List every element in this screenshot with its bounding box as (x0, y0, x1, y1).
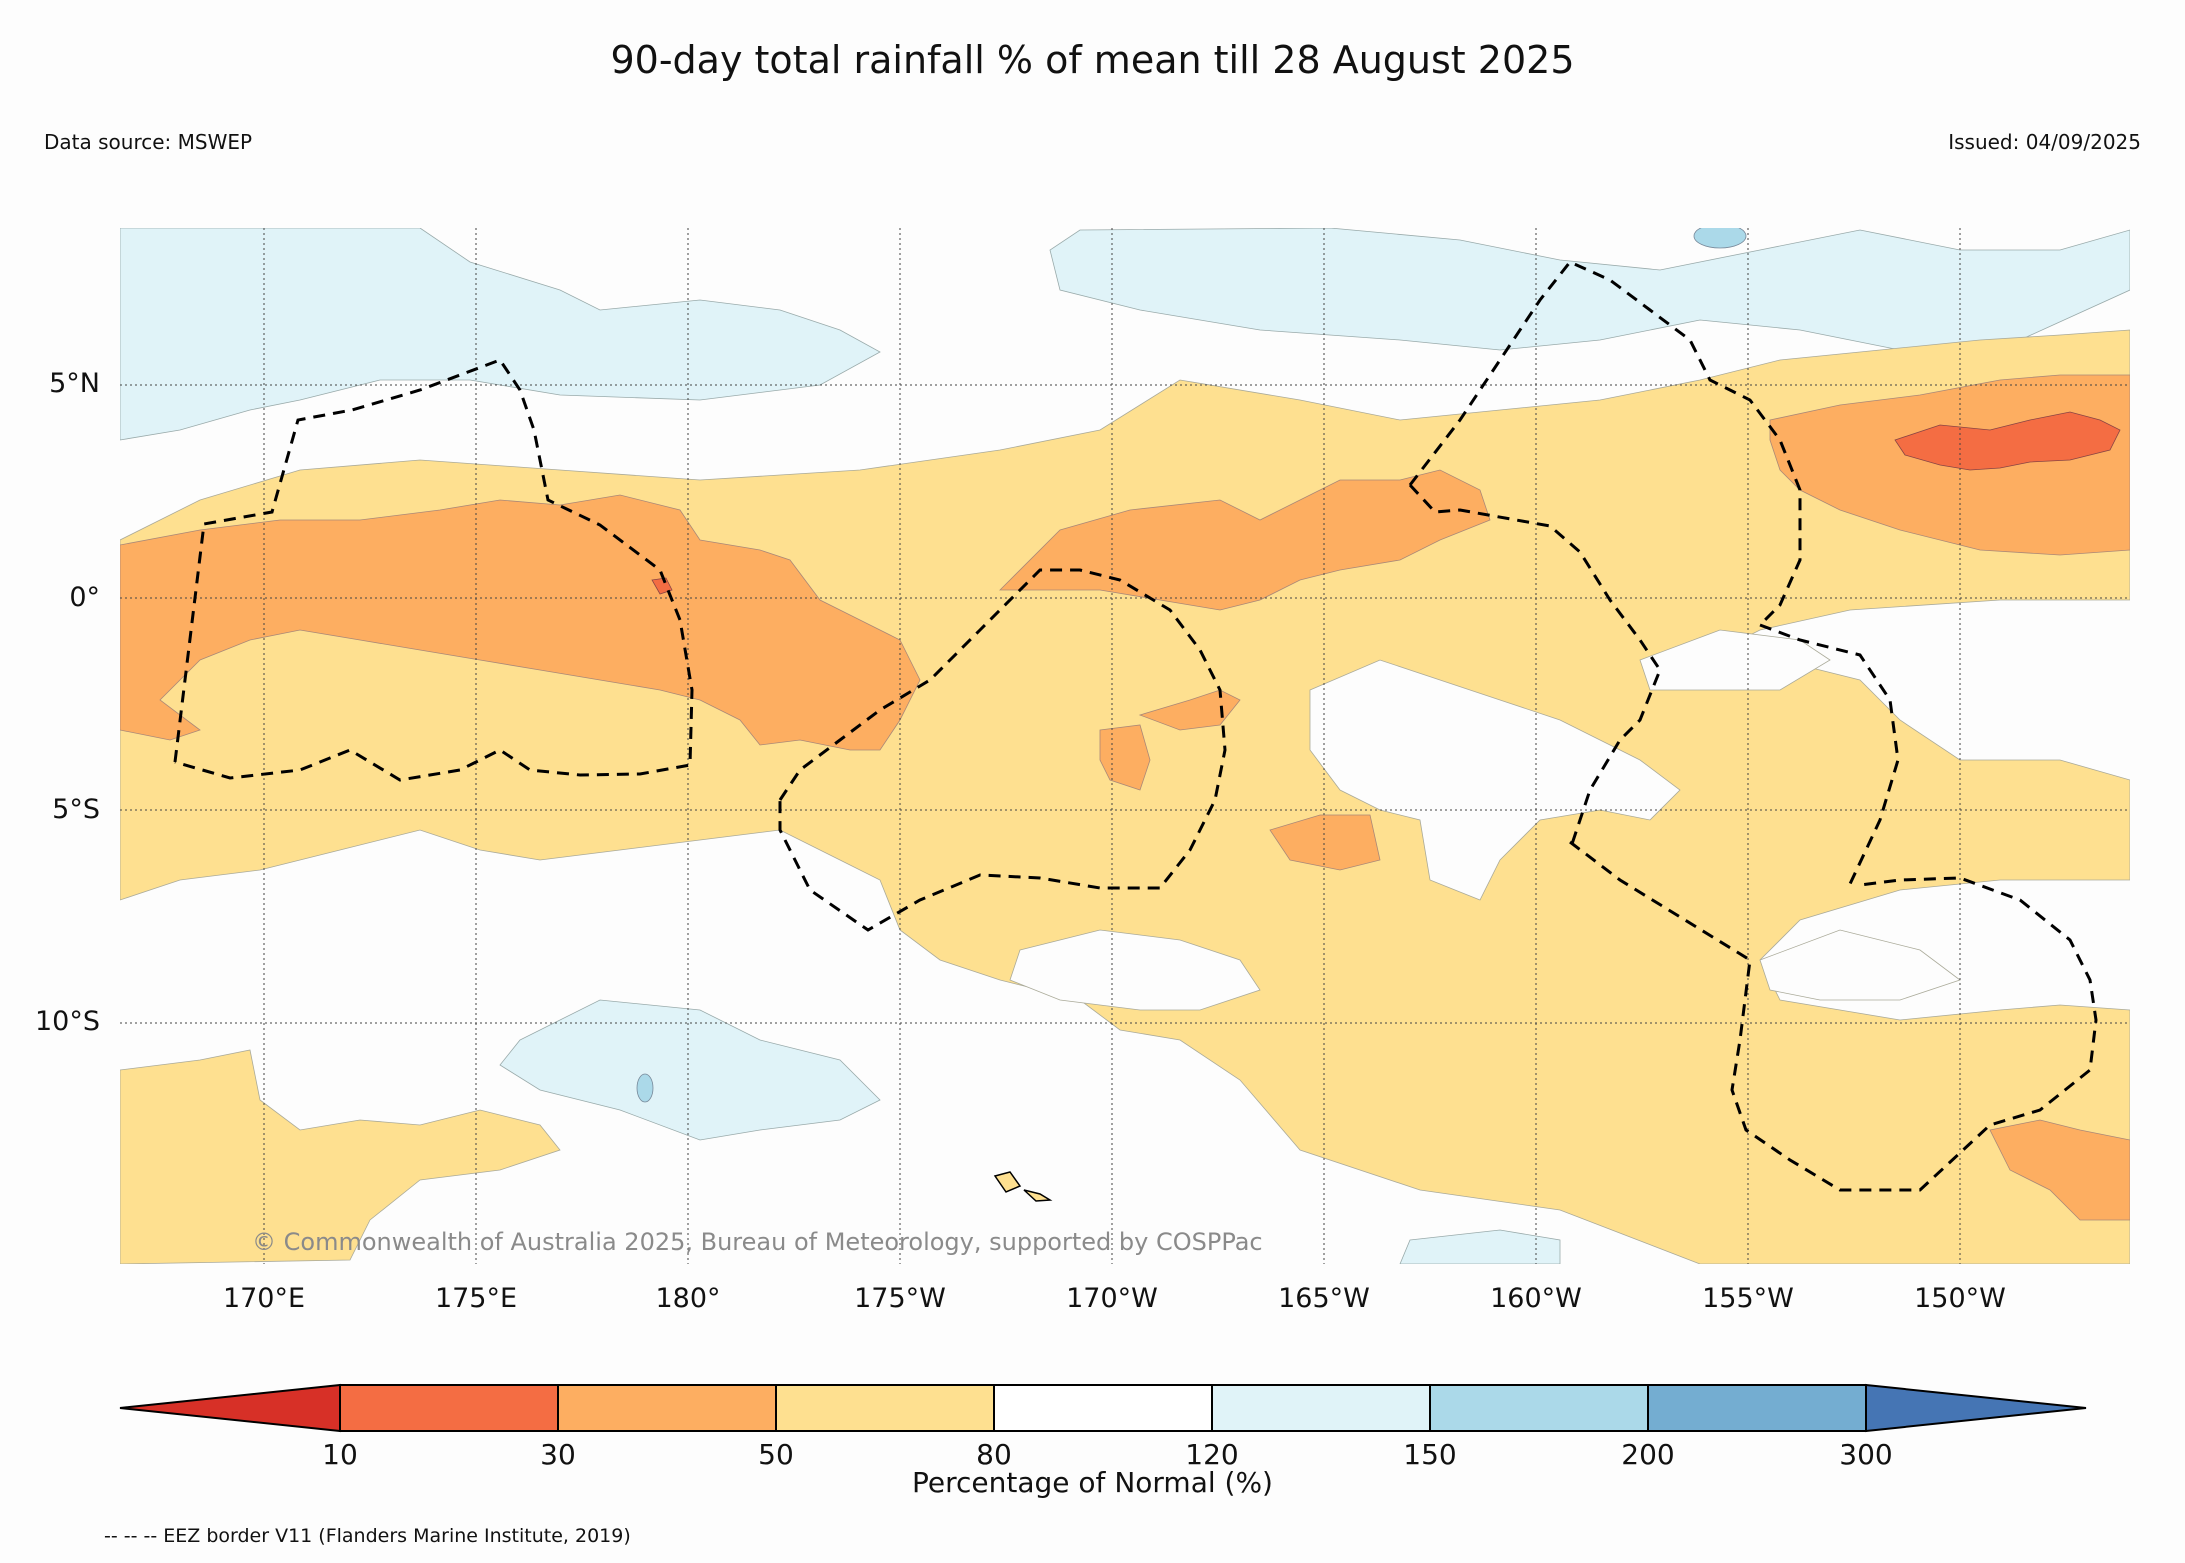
lon-label-150w: 150°W (1914, 1283, 2006, 1314)
eez-phoenix (778, 568, 1227, 932)
lon-label-165w: 165°W (1278, 1283, 1370, 1314)
dry-orange-spot-3 (1269, 814, 1381, 871)
colorbar-seg-30-50 (557, 1384, 777, 1432)
colorbar-high-extend (1865, 1383, 2087, 1433)
colorbar-tick-10: 10 (322, 1438, 358, 1471)
wet-spot-south (636, 1073, 654, 1103)
colorbar-label: Percentage of Normal (%) (912, 1466, 1273, 1499)
eez-line-islands-2 (1408, 483, 1662, 851)
dry-orange-central (999, 469, 1491, 611)
lon-label-175e: 175°E (434, 1283, 518, 1314)
wet-spot-north (1693, 228, 1747, 249)
very-dry-spot (651, 577, 673, 595)
wet-region-bottom (1399, 1229, 1561, 1264)
lon-label-175w: 175°W (854, 1283, 946, 1314)
colorbar-seg-120-150 (1211, 1384, 1431, 1432)
lat-label-5n: 5°N (49, 368, 100, 399)
dry-orange-west (120, 494, 921, 751)
normal-hole-east (1639, 629, 1831, 691)
colorbar-seg-50-80 (775, 1384, 995, 1432)
colorbar-seg-150-200 (1429, 1384, 1649, 1432)
lon-label-170e: 170°E (222, 1283, 306, 1314)
colorbar-low-extend (119, 1383, 341, 1433)
colorbar-seg-200-300 (1647, 1384, 1867, 1432)
dry-orange-spot-2 (1138, 689, 1241, 731)
lat-label-0: 0° (69, 582, 100, 613)
map-title: 90-day total rainfall % of mean till 28 … (610, 38, 1575, 82)
colorbar-seg-10-30 (339, 1384, 559, 1432)
normal-hole-south-east (1759, 929, 1961, 1001)
colorbar-seg-80-120 (993, 1384, 1213, 1432)
island-1 (993, 1171, 1022, 1193)
colorbar-tick-150: 150 (1403, 1438, 1457, 1471)
colorbar-tick-120: 120 (1185, 1438, 1239, 1471)
issued-date: Issued: 04/09/2025 (1948, 130, 2141, 154)
lon-label-155w: 155°W (1702, 1283, 1794, 1314)
lon-label-160w: 160°W (1490, 1283, 1582, 1314)
graticule (120, 228, 2130, 1264)
colorbar-tick-80: 80 (976, 1438, 1012, 1471)
colorbar (119, 1383, 2087, 1433)
copyright-credit: © Commonwealth of Australia 2025, Bureau… (252, 1228, 1263, 1256)
very-dry-region (1894, 411, 2121, 471)
lat-label-10s: 10°S (35, 1006, 100, 1037)
eez-cook-south (1569, 840, 2098, 1192)
colorbar-tick-300: 300 (1839, 1438, 1893, 1471)
colorbar-tick-50: 50 (758, 1438, 794, 1471)
lon-label-170w: 170°W (1066, 1283, 1158, 1314)
dry-region-south-west (120, 1049, 561, 1264)
eez-legend-note: -- -- -- EEZ border V11 (Flanders Marine… (104, 1525, 631, 1547)
dry-orange-spot-4 (1989, 1119, 2130, 1221)
lon-label-180: 180° (655, 1283, 721, 1314)
eez-kiribati-gilbert (173, 358, 694, 782)
data-source: Data source: MSWEP (44, 130, 253, 154)
lat-label-5s: 5°S (52, 794, 100, 825)
colorbar-tick-200: 200 (1621, 1438, 1675, 1471)
normal-hole-south-central (1009, 929, 1261, 1011)
eez-cook-north (1759, 623, 1900, 885)
colorbar-tick-30: 30 (540, 1438, 576, 1471)
eez-borders (173, 260, 2098, 1192)
wet-region-south-west (499, 999, 881, 1141)
island-2 (1023, 1189, 1053, 1202)
